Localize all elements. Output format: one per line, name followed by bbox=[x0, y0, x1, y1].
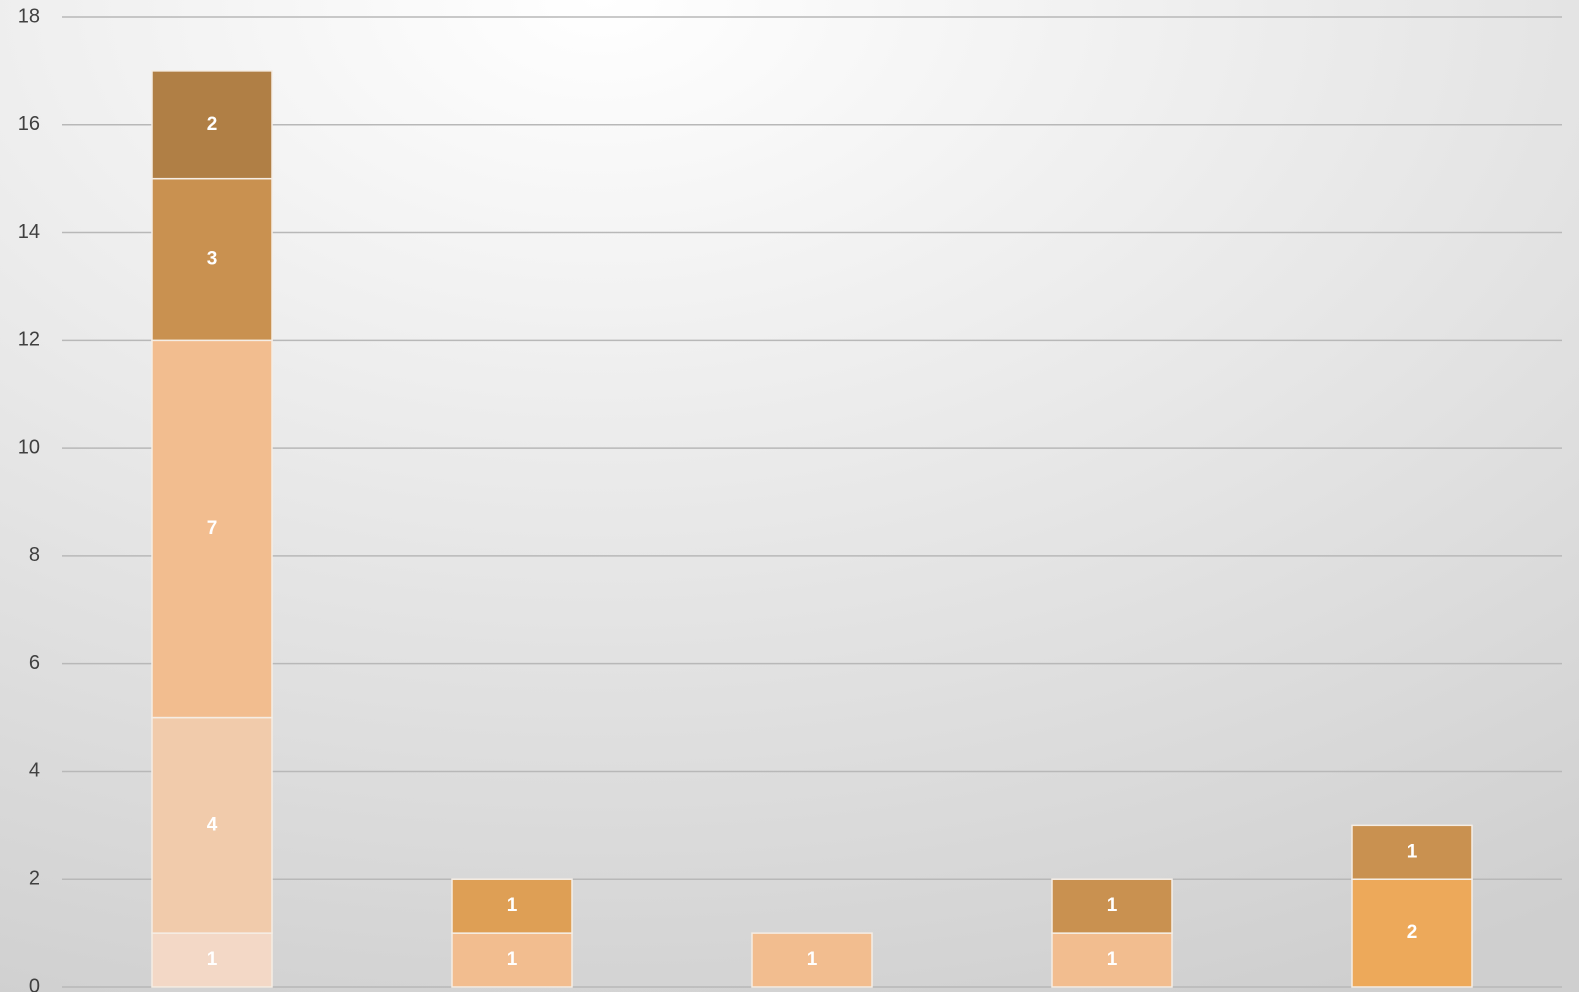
bar-segment bbox=[451, 932, 573, 988]
data-label: 2 bbox=[1407, 922, 1418, 943]
bar-segment bbox=[151, 339, 273, 719]
bar-segment bbox=[1051, 878, 1173, 934]
data-label: 1 bbox=[1107, 949, 1118, 970]
bar-segment bbox=[1351, 824, 1473, 880]
data-label: 1 bbox=[1407, 841, 1418, 862]
bar-segment bbox=[451, 878, 573, 934]
bar-segment bbox=[151, 177, 273, 342]
bar-segment bbox=[151, 716, 273, 934]
bar-segment bbox=[1051, 932, 1173, 988]
data-label: 1 bbox=[507, 949, 518, 970]
y-tick-label: 8 bbox=[29, 544, 40, 566]
data-label: 4 bbox=[207, 814, 218, 835]
data-label: 1 bbox=[807, 949, 818, 970]
y-tick-label: 0 bbox=[29, 975, 40, 992]
y-tick-label: 2 bbox=[29, 868, 40, 890]
y-tick-label: 16 bbox=[18, 113, 40, 135]
y-tick-label: 14 bbox=[18, 221, 40, 243]
bar-segment bbox=[151, 932, 273, 988]
data-label: 7 bbox=[207, 518, 218, 539]
y-tick-label: 18 bbox=[18, 5, 40, 27]
data-label: 1 bbox=[207, 949, 218, 970]
bar-segment bbox=[751, 932, 873, 988]
data-label: 1 bbox=[1107, 895, 1118, 916]
data-label: 2 bbox=[207, 114, 218, 135]
y-tick-label: 10 bbox=[18, 436, 40, 458]
y-tick-label: 12 bbox=[18, 329, 40, 351]
y-tick-label: 4 bbox=[29, 760, 40, 782]
data-label: 1 bbox=[507, 895, 518, 916]
y-tick-label: 6 bbox=[29, 652, 40, 674]
data-label: 3 bbox=[207, 249, 218, 270]
bar-segment bbox=[151, 70, 273, 180]
